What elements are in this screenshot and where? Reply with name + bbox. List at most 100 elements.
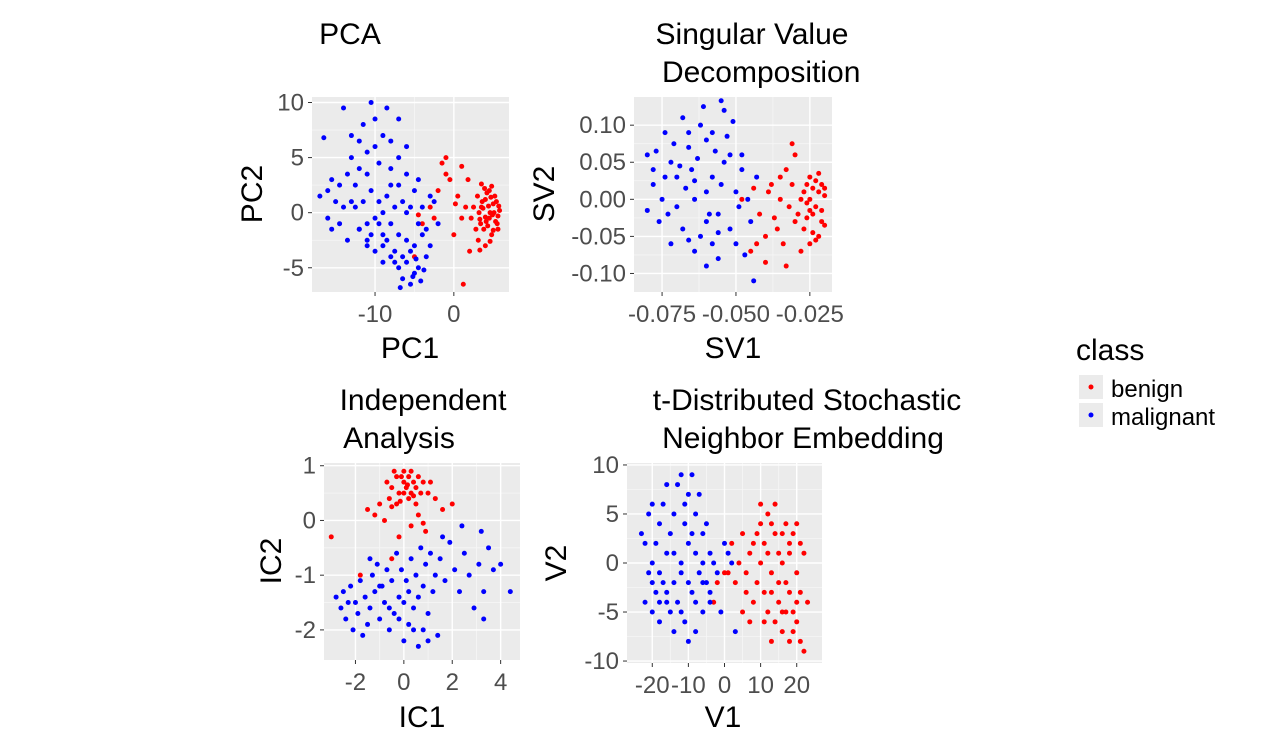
point-benign — [780, 241, 786, 247]
point-malignant — [431, 199, 437, 205]
point-benign — [822, 193, 828, 199]
point-benign — [805, 599, 811, 605]
point-benign — [771, 215, 777, 221]
point-benign — [786, 204, 792, 210]
point-malignant — [656, 219, 662, 225]
x-tick-label: 10 — [747, 672, 774, 699]
point-malignant — [476, 561, 482, 567]
ica-y-tick-labels: -2 -1 0 1 — [295, 453, 316, 644]
point-benign — [813, 237, 819, 243]
point-malignant — [703, 219, 709, 225]
point-malignant — [392, 248, 398, 254]
point-benign — [807, 207, 813, 213]
point-benign — [386, 496, 392, 502]
point-benign — [787, 540, 792, 546]
point-malignant — [362, 594, 368, 600]
point-benign — [743, 589, 749, 595]
point-malignant — [703, 521, 709, 527]
pca-y-axis-label: PC2 — [236, 165, 269, 223]
point-malignant — [317, 193, 323, 199]
point-malignant — [392, 204, 398, 210]
point-malignant — [725, 550, 731, 556]
tsne-x-tick-labels: -20 -10 0 10 20 — [635, 672, 810, 699]
point-malignant — [341, 105, 347, 111]
point-malignant — [703, 263, 709, 269]
point-malignant — [696, 491, 702, 497]
point-benign — [794, 521, 800, 527]
point-malignant — [368, 100, 374, 106]
point-malignant — [368, 232, 374, 238]
point-malignant — [711, 560, 717, 566]
point-malignant — [350, 627, 356, 633]
point-malignant — [340, 589, 346, 595]
point-benign — [415, 212, 421, 218]
point-benign — [477, 216, 483, 222]
point-benign — [486, 188, 492, 194]
point-benign — [495, 226, 501, 232]
point-benign — [372, 512, 378, 518]
point-malignant — [727, 226, 733, 232]
x-tick-label: -10 — [358, 301, 393, 328]
point-malignant — [411, 605, 417, 611]
point-malignant — [642, 540, 648, 546]
point-malignant — [397, 285, 403, 291]
point-malignant — [348, 199, 354, 205]
point-malignant — [376, 160, 382, 166]
point-malignant — [742, 252, 748, 258]
point-benign — [476, 210, 482, 216]
point-malignant — [325, 215, 331, 221]
point-malignant — [657, 521, 662, 527]
svd-y-tick-labels: -0.10 -0.05 0.00 0.05 0.10 — [571, 112, 626, 287]
tsne-points — [638, 472, 811, 654]
point-benign — [816, 233, 822, 239]
point-benign — [486, 203, 492, 209]
point-benign — [761, 619, 767, 625]
point-benign — [757, 211, 763, 217]
point-benign — [779, 531, 785, 537]
point-benign — [493, 218, 499, 224]
y-tick-label: 10 — [592, 452, 619, 479]
point-benign — [432, 496, 438, 502]
point-malignant — [671, 511, 677, 517]
point-benign — [754, 580, 760, 586]
point-benign — [787, 589, 792, 595]
point-malignant — [675, 599, 681, 605]
point-malignant — [401, 638, 407, 644]
point-malignant — [377, 583, 383, 589]
point-malignant — [709, 241, 715, 247]
point-benign — [732, 580, 738, 586]
point-malignant — [653, 148, 659, 154]
point-malignant — [344, 171, 350, 177]
point-benign — [365, 507, 371, 513]
point-benign — [411, 493, 417, 499]
svd-minor-gridlines — [634, 97, 832, 292]
point-benign — [465, 177, 471, 183]
point-malignant — [384, 567, 390, 573]
point-malignant — [386, 627, 392, 633]
point-malignant — [718, 98, 724, 104]
svd-points — [644, 98, 828, 284]
tsne-title-line-2: Neighbor Embedding — [662, 422, 944, 455]
point-benign — [743, 570, 749, 576]
point-benign — [427, 204, 433, 210]
ica-points — [328, 468, 513, 649]
point-benign — [463, 204, 469, 210]
point-benign — [459, 215, 465, 221]
point-benign — [807, 196, 813, 202]
tsne-x-axis-label: V1 — [705, 701, 742, 734]
point-malignant — [352, 600, 358, 606]
point-benign — [819, 207, 825, 213]
point-malignant — [380, 259, 386, 265]
point-malignant — [368, 188, 374, 194]
point-malignant — [682, 619, 688, 625]
x-tick-label: 0 — [718, 672, 731, 699]
point-malignant — [413, 572, 419, 578]
point-malignant — [662, 174, 668, 180]
point-benign — [776, 599, 782, 605]
point-benign — [819, 219, 825, 225]
point-benign — [754, 241, 760, 247]
point-malignant — [381, 600, 387, 606]
pca-x-tick-labels: -10 0 — [358, 301, 461, 328]
point-malignant — [337, 221, 343, 227]
